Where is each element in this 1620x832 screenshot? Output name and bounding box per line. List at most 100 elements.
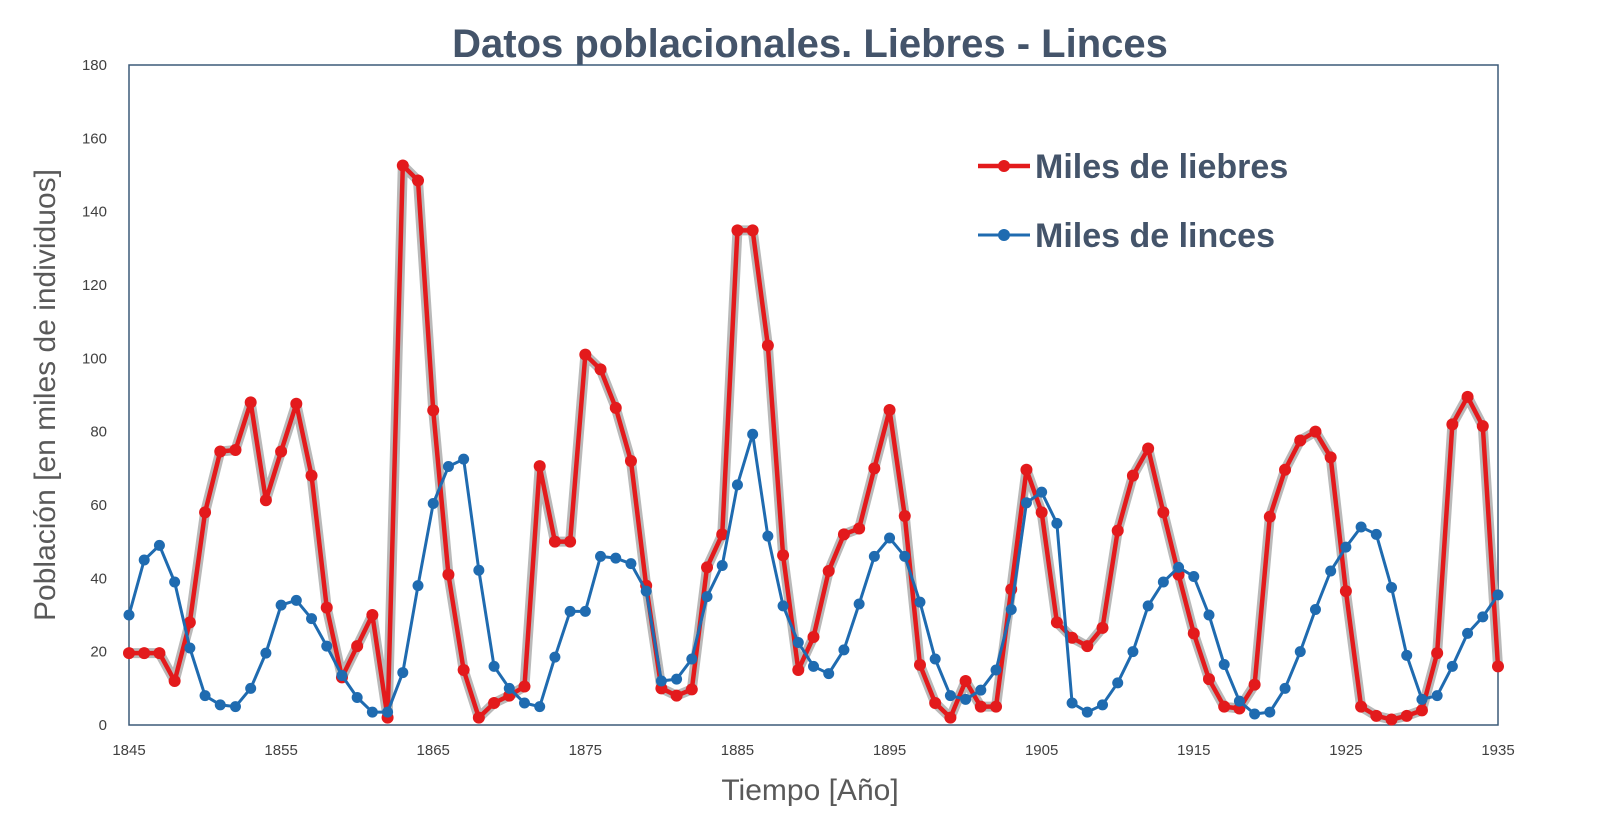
data-point-lynx (701, 591, 713, 603)
data-point-lynx (366, 706, 378, 718)
data-point-lynx (579, 605, 591, 617)
data-point-hares (579, 348, 592, 361)
data-point-lynx (1097, 699, 1109, 711)
x-tick-label: 1875 (569, 742, 602, 759)
legend-label-lynx: Miles de linces (1035, 217, 1275, 255)
data-point-lynx (290, 594, 302, 606)
data-point-lynx (808, 660, 819, 672)
y-tick-label: 160 (82, 130, 107, 147)
data-point-lynx (169, 576, 181, 588)
data-point-lynx (929, 653, 941, 665)
data-point-hares (944, 711, 957, 724)
data-point-hares (1446, 418, 1459, 431)
data-point-lynx (412, 580, 424, 592)
data-point-lynx (914, 596, 926, 608)
data-point-hares (609, 401, 622, 414)
data-point-hares (244, 396, 257, 409)
data-point-lynx (534, 701, 546, 713)
data-point-hares (548, 535, 561, 548)
data-point-hares (1187, 627, 1200, 640)
data-point-lynx (1005, 604, 1017, 615)
x-tick-label: 1895 (873, 742, 906, 759)
data-point-hares (320, 601, 333, 614)
data-point-lynx (884, 532, 896, 544)
data-point-lynx (990, 664, 1002, 676)
data-point-hares (1248, 678, 1261, 691)
data-point-hares (1050, 616, 1063, 629)
data-point-lynx (564, 605, 576, 617)
data-point-lynx (229, 701, 241, 713)
data-point-hares (1385, 713, 1398, 726)
y-axis-tick-labels: 0 20 40 60 80 100 120 140 160 180 (82, 57, 107, 734)
data-point-hares (1370, 709, 1383, 722)
data-point-lynx (382, 706, 394, 718)
data-point-lynx (184, 642, 196, 654)
data-point-lynx (1416, 693, 1428, 705)
data-point-lynx (245, 682, 257, 694)
data-point-hares (1157, 506, 1170, 519)
data-point-lynx (1066, 697, 1078, 709)
data-point-hares (518, 680, 531, 693)
data-point-lynx (442, 461, 454, 472)
data-point-lynx (351, 692, 363, 703)
data-point-hares (761, 339, 774, 352)
data-point-hares (1111, 524, 1124, 537)
data-point-lynx (1294, 646, 1306, 658)
data-point-hares (214, 445, 227, 458)
data-point-hares (1126, 469, 1139, 482)
data-point-hares (1339, 585, 1352, 598)
y-tick-label: 20 (90, 644, 107, 661)
y-tick-label: 140 (82, 204, 107, 221)
y-tick-label: 80 (90, 424, 107, 441)
x-tick-label: 1905 (1025, 742, 1058, 759)
data-point-lynx (640, 585, 652, 597)
data-point-hares (1294, 434, 1307, 447)
data-point-lynx (427, 498, 439, 510)
data-point-hares (913, 658, 926, 671)
legend-label-hares: Miles de liebres (1035, 148, 1288, 186)
data-point-lynx (1325, 565, 1337, 577)
data-point-hares (290, 397, 303, 410)
data-point-lynx (1477, 611, 1489, 623)
data-point-hares (366, 609, 379, 621)
data-point-lynx (1355, 521, 1367, 533)
data-point-lynx (975, 684, 987, 696)
data-point-hares (442, 568, 455, 581)
data-point-lynx (1051, 517, 1063, 529)
data-point-lynx (1127, 646, 1139, 658)
data-point-hares (305, 469, 318, 482)
data-point-lynx (199, 690, 211, 702)
data-point-hares (929, 697, 942, 709)
data-point-hares (229, 444, 242, 456)
data-point-lynx (655, 675, 667, 687)
data-point-lynx (838, 644, 850, 656)
data-point-hares (990, 700, 1003, 713)
data-point-hares (472, 711, 485, 724)
x-tick-label: 1885 (721, 742, 754, 759)
data-point-lynx (716, 560, 728, 571)
x-tick-label: 1935 (1481, 742, 1514, 759)
data-point-lynx (1431, 690, 1443, 702)
data-point-hares (183, 616, 196, 629)
data-point-lynx (153, 539, 165, 551)
data-point-lynx (944, 690, 956, 702)
series-hares-points (123, 159, 1504, 726)
legend: Miles de liebres Miles de linces (978, 148, 1288, 255)
data-point-hares (777, 549, 790, 562)
data-point-lynx (518, 697, 530, 709)
data-point-hares (746, 224, 759, 237)
data-point-lynx (275, 599, 287, 611)
data-point-lynx (503, 682, 515, 694)
data-point-lynx (1173, 561, 1185, 573)
data-point-lynx (686, 653, 698, 665)
data-point-hares (1431, 647, 1444, 660)
data-point-lynx (1218, 659, 1230, 670)
data-point-lynx (595, 550, 607, 562)
data-point-hares (1066, 631, 1079, 644)
data-point-lynx (1492, 589, 1504, 601)
data-point-hares (716, 528, 729, 541)
data-point-hares (138, 647, 151, 660)
y-tick-label: 100 (82, 350, 107, 367)
data-point-lynx (138, 554, 150, 566)
